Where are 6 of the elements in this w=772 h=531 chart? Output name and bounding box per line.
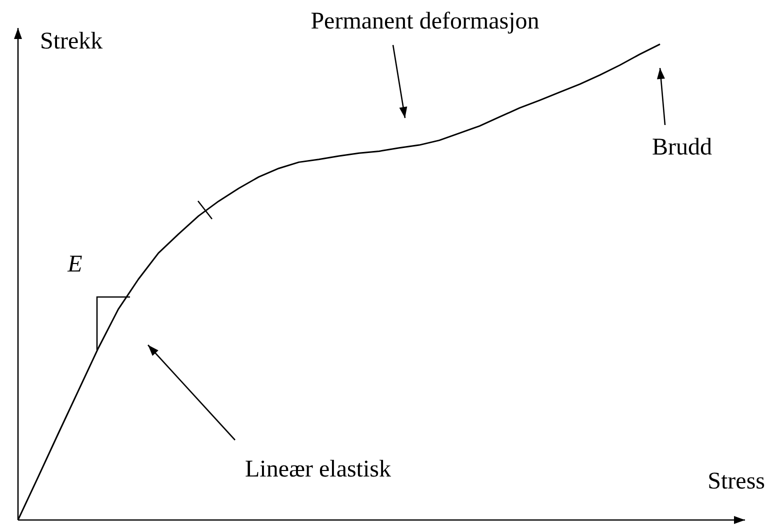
y-axis-title: Strekk [40,28,103,54]
annotation: Brudd [652,134,712,160]
x-axis-title: Stress [708,468,765,494]
annotation: E [66,251,83,278]
annotation: Lineær elastisk [245,456,391,482]
text: Permanent deformasjon [310,8,540,34]
